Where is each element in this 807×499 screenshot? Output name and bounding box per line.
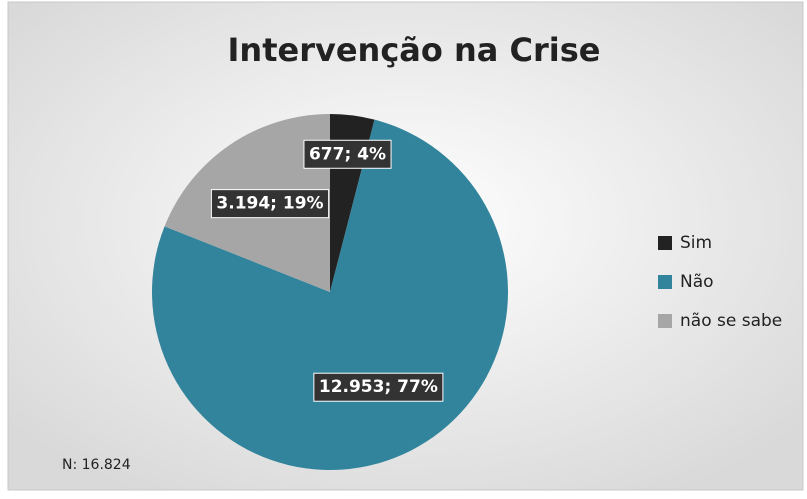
data-label: 677; 4% (303, 139, 392, 169)
data-label: 12.953; 77% (313, 372, 444, 402)
legend-label: Não (680, 272, 714, 292)
legend-label: não se sabe (680, 311, 782, 331)
annotation: N: 16.824 (62, 457, 131, 473)
legend-label: Sim (680, 233, 712, 253)
data-label-text: 677; 4% (309, 144, 386, 164)
data-label-box (210, 189, 330, 219)
chart-title: Intervenção na Crise (228, 31, 601, 69)
data-label-text: 3.194; 19% (216, 194, 323, 214)
data-label: 3.194; 19% (210, 189, 330, 219)
legend-swatch (658, 275, 672, 289)
legend-swatch (658, 314, 672, 328)
data-label-box (313, 372, 444, 402)
legend-swatch (658, 236, 672, 250)
data-label-text: 12.953; 77% (319, 377, 438, 397)
data-label-box (303, 139, 392, 169)
